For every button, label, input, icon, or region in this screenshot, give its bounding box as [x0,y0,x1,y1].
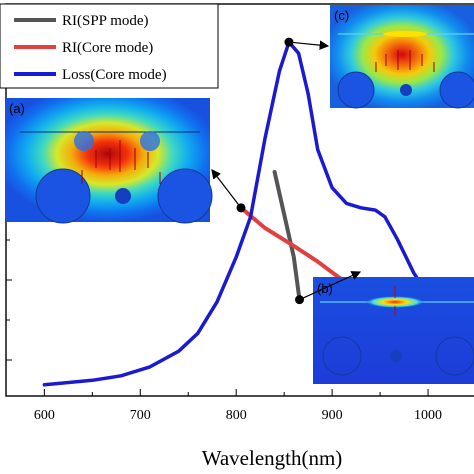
callout-point [295,295,305,305]
callout-arrow [211,169,242,209]
callout-arrow [299,271,362,301]
x-tick-label: 700 [130,408,151,423]
callout-point [284,37,294,47]
legend: RI(SPP mode) RI(Core mode) Loss(Core mode) [0,3,219,89]
series-line-2 [239,205,344,282]
x-tick-label: 800 [226,408,247,423]
callout-point [236,203,246,213]
x-tick-label: 600 [34,408,55,423]
x-axis-title: Wavelength(nm) [202,446,343,470]
legend-label: RI(SPP mode) [62,13,149,29]
callout-arrow [288,40,330,50]
series-line-1 [272,170,302,302]
x-tick-label: 900 [322,408,343,423]
panel-a-label: (a) [9,101,25,116]
x-axis: 600 700 800 900 1000 [34,389,442,423]
x-tick-label: 1000 [414,408,442,423]
legend-label: RI(Core mode) [62,40,153,56]
inset-panel-c: (c) [330,5,474,109]
legend-label: Loss(Core mode) [62,67,167,83]
inset-panel-a: (a) [5,98,213,224]
callouts [211,37,362,305]
panel-c-label: (c) [334,8,349,23]
inset-panel-b: (b) [313,277,474,384]
